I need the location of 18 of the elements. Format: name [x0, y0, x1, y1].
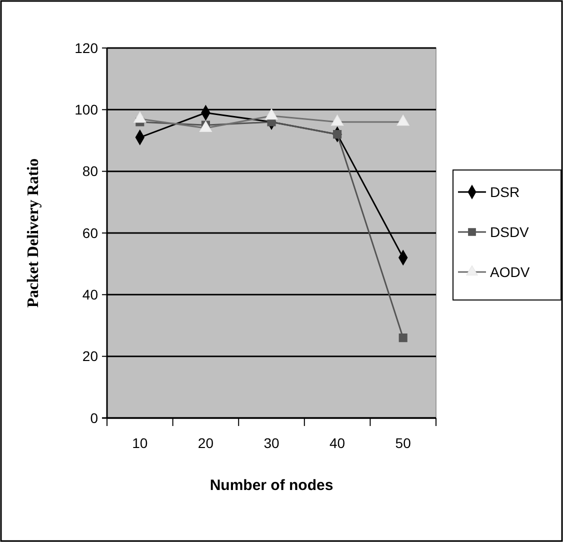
y-tick-label: 60 [82, 224, 98, 241]
point [398, 334, 408, 342]
x-tick-label: 30 [264, 435, 280, 451]
legend-label: DSDV [490, 224, 530, 240]
x-axis-title: Number of nodes [210, 477, 334, 494]
y-tick-label: 40 [82, 286, 98, 303]
legend-label: AODV [490, 264, 530, 280]
legend-label: DSR [490, 184, 520, 200]
y-tick-label: 0 [90, 410, 98, 426]
y-tick-label: 80 [82, 163, 98, 180]
x-tick-label: 50 [395, 435, 412, 451]
y-tick-label: 120 [74, 40, 98, 56]
x-tick-label: 10 [132, 435, 148, 451]
y-tick-label: 100 [74, 102, 98, 118]
y-axis-title: Packet Delivery Ratio [25, 158, 42, 308]
y-tick-label: 20 [82, 348, 98, 364]
x-tick-label: 40 [330, 435, 346, 451]
x-tick-label: 20 [198, 435, 214, 451]
